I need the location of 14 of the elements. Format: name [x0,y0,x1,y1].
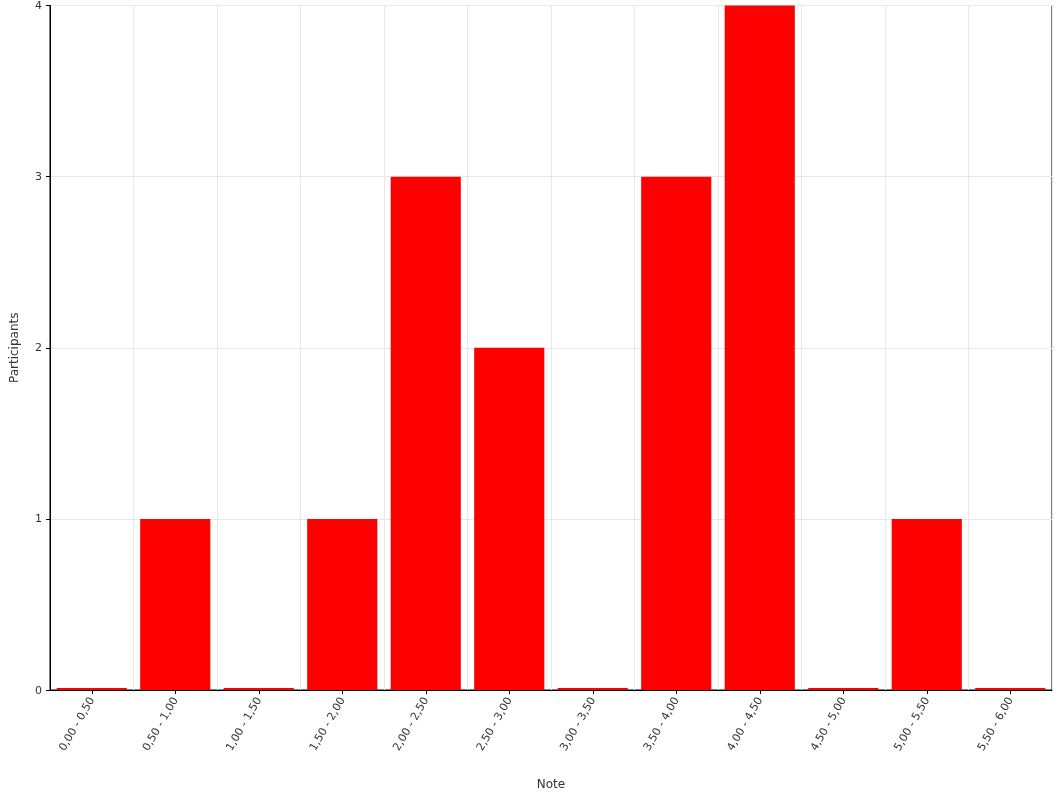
bar [390,176,461,690]
y-tick-label: 1 [35,512,42,526]
y-tick-label: 3 [35,170,42,184]
y-axis-title: Participants [7,312,21,383]
y-tick-label: 2 [35,341,42,355]
bar [891,518,962,690]
bar [307,518,378,690]
bar [474,347,545,690]
y-tick-label: 0 [35,683,42,697]
bar [140,518,211,690]
bar [724,5,795,690]
x-axis-title: Note [536,777,566,791]
y-tick-label: 4 [35,0,42,12]
bar [641,176,712,690]
